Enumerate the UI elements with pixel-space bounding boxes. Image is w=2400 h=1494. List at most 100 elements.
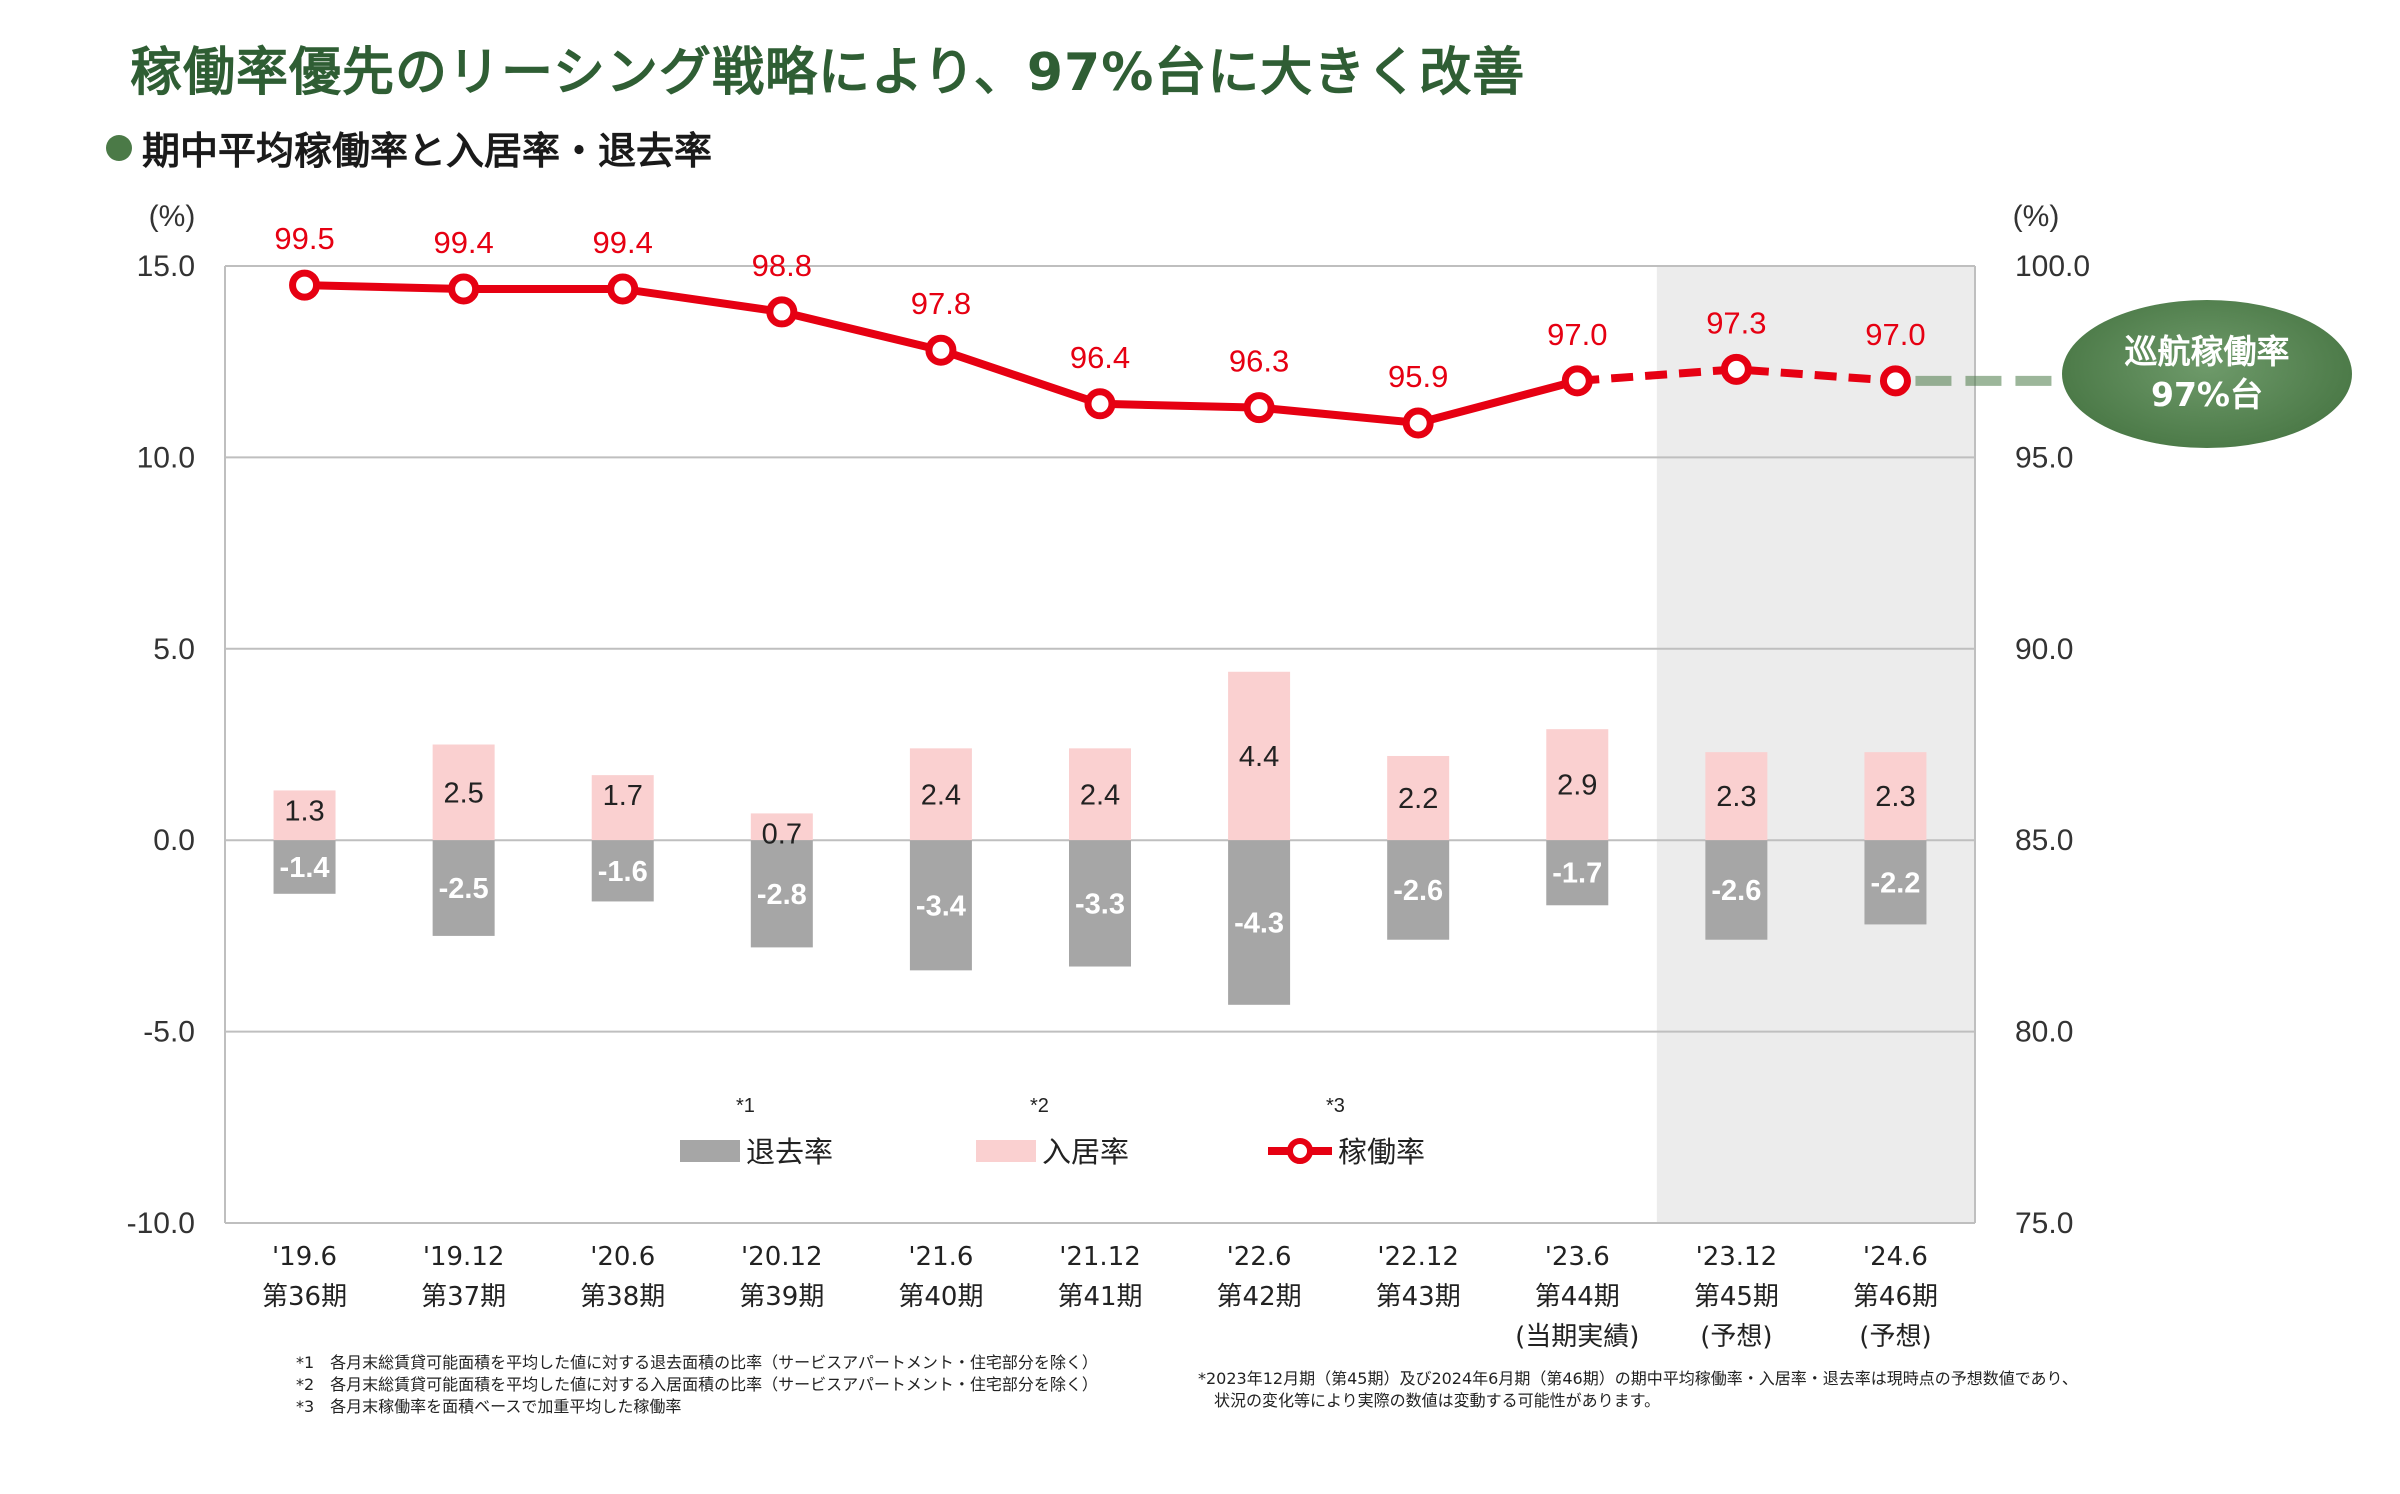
footnotes-left: *1 各月末総賃貸可能面積を平均した値に対する退去面積の比率（サービスアパートメ… bbox=[296, 1352, 1098, 1418]
in-bar bbox=[1387, 755, 1450, 841]
legend-swatch-in bbox=[976, 1140, 1036, 1162]
rate-point bbox=[1084, 388, 1116, 420]
y-left-tick-label: 10.0 bbox=[137, 441, 195, 474]
out-bar bbox=[1546, 840, 1609, 906]
x-tick-label: '19.6 bbox=[272, 1242, 337, 1272]
out-bar-label: -3.4 bbox=[916, 890, 966, 922]
out-bar bbox=[591, 840, 654, 902]
y-right-tick-label: 85.0 bbox=[2015, 824, 2073, 857]
rate-label: 97.0 bbox=[1865, 317, 1925, 352]
in-bar-label: 2.3 bbox=[1716, 781, 1756, 813]
y-right-tick-label: 75.0 bbox=[2015, 1207, 2073, 1240]
x-tick-label: '19.12 bbox=[423, 1242, 505, 1272]
legend-label-in: 入居率 bbox=[1042, 1135, 1129, 1169]
legend-swatch-rate-point bbox=[1287, 1138, 1313, 1164]
x-tick-label: '21.6 bbox=[908, 1242, 973, 1272]
footnotes-right: *2023年12月期（第45期）及び2024年6月期（第46期）の期中平均稼働率… bbox=[1198, 1368, 2078, 1412]
y-right-tick-label: 95.0 bbox=[2015, 441, 2073, 474]
rate-label: 97.8 bbox=[911, 286, 971, 321]
in-bar bbox=[1864, 752, 1927, 841]
y-right-tick-label: 80.0 bbox=[2015, 1016, 2073, 1049]
x-tick-label: '23.6 bbox=[1545, 1242, 1610, 1272]
footnote: 状況の変化等により実際の数値は変動する可能性があります。 bbox=[1198, 1391, 1661, 1410]
out-bar bbox=[1387, 840, 1450, 940]
rate-point bbox=[607, 273, 639, 305]
out-bar-label: -2.6 bbox=[1711, 875, 1761, 907]
axes: 15.0 100.0 10.0 95.0 5.0 90.0 0.0 85.0 -5.0 80.0 -… bbox=[127, 200, 2090, 1352]
out-bar-label: -2.2 bbox=[1870, 867, 1920, 899]
legend-label-rate: 稼働率 bbox=[1338, 1135, 1425, 1169]
x-tick-note: (予想) bbox=[1700, 1322, 1772, 1352]
rate-point bbox=[1243, 392, 1275, 424]
forecast-background bbox=[1656, 266, 1975, 1223]
chart-subtitle-text: 期中平均稼働率と入居率・退去率 bbox=[142, 129, 713, 173]
y-right-tick-label: 90.0 bbox=[2015, 633, 2073, 666]
in-bar bbox=[1069, 748, 1131, 841]
out-bar-label: -2.6 bbox=[1393, 875, 1443, 907]
rate-label: 96.4 bbox=[1070, 340, 1130, 375]
out-bar bbox=[1069, 840, 1131, 967]
y-left-tick-label: 0.0 bbox=[153, 824, 195, 857]
chart-subtitle: 期中平均稼働率と入居率・退去率 bbox=[106, 120, 712, 175]
y-left-tick-label: -10.0 bbox=[127, 1207, 195, 1240]
in-bar bbox=[432, 744, 495, 841]
in-bar bbox=[591, 775, 654, 841]
page-title: 稼働率優先のリーシング戦略により、97%台に大きく改善 bbox=[130, 43, 1526, 103]
x-tick-label: '24.6 bbox=[1863, 1242, 1928, 1272]
rate-label: 95.9 bbox=[1388, 359, 1448, 394]
rate-label: 96.3 bbox=[1229, 344, 1289, 379]
out-bar bbox=[1705, 840, 1768, 940]
bars bbox=[273, 671, 1927, 1005]
x-tick-sublabel: 第36期 bbox=[262, 1282, 347, 1312]
in-bar-label: 1.7 bbox=[603, 780, 643, 812]
x-tick-label: '20.6 bbox=[590, 1242, 655, 1272]
x-tick-note: (予想) bbox=[1859, 1322, 1931, 1352]
x-tick-label: '22.12 bbox=[1377, 1242, 1459, 1272]
rate-point bbox=[289, 269, 321, 301]
out-bar bbox=[432, 840, 495, 936]
legend-note-in: *2 bbox=[1030, 1095, 1049, 1117]
forecast-region bbox=[1656, 266, 1975, 1223]
out-bar-label: -1.7 bbox=[1552, 858, 1602, 890]
x-tick-sublabel: 第40期 bbox=[898, 1282, 983, 1312]
legend-note-rate: *3 bbox=[1326, 1095, 1345, 1117]
cruise-occupancy-badge: 巡航稼働率 97%台 bbox=[2062, 300, 2352, 448]
footnote: *2 各月末総賃貸可能面積を平均した値に対する入居面積の比率（サービスアパートメ… bbox=[296, 1375, 1098, 1394]
rate-label: 99.4 bbox=[593, 225, 653, 260]
y-left-tick-label: 5.0 bbox=[153, 633, 195, 666]
legend: 退去率 *1 入居率 *2 稼働率 *3 bbox=[680, 1095, 1425, 1169]
out-bar bbox=[1228, 840, 1291, 1005]
x-tick-sublabel: 第43期 bbox=[1376, 1282, 1461, 1312]
out-bar-label: -3.3 bbox=[1075, 888, 1125, 920]
in-bar-label: 2.5 bbox=[443, 777, 483, 809]
rate-label: 98.8 bbox=[752, 248, 812, 283]
y-right-tick-label: 100.0 bbox=[2015, 250, 2090, 283]
in-bar-label: 2.4 bbox=[1080, 779, 1120, 811]
rate-point bbox=[1720, 353, 1752, 385]
rate-label: 99.4 bbox=[433, 225, 493, 260]
x-tick-label: '22.6 bbox=[1227, 1242, 1292, 1272]
y-left-tick-label: 15.0 bbox=[137, 250, 195, 283]
in-bar-label: 1.3 bbox=[284, 795, 324, 827]
data-labels: 1.3 2.5 1.7 0.7 2.4 2.4 4.4 2.2 2.9 2.3 2.3 -1.4 -2.… bbox=[274, 221, 1925, 939]
rate-point bbox=[925, 334, 957, 366]
rate-label: 97.0 bbox=[1547, 317, 1607, 352]
y-right-unit: (%) bbox=[2013, 200, 2060, 233]
rate-line bbox=[289, 269, 2068, 439]
in-bar-label: 0.7 bbox=[762, 818, 802, 850]
in-bar bbox=[1228, 671, 1291, 841]
rate-point bbox=[1879, 365, 1911, 397]
x-tick-sublabel: 第46期 bbox=[1853, 1282, 1938, 1312]
x-tick-sublabel: 第37期 bbox=[421, 1282, 506, 1312]
x-tick-sublabel: 第44期 bbox=[1535, 1282, 1620, 1312]
x-tick-sublabel: 第39期 bbox=[739, 1282, 824, 1312]
rate-line-forecast bbox=[1576, 365, 1896, 385]
rate-label: 99.5 bbox=[274, 221, 334, 256]
footnote: *3 各月末稼働率を面積ベースで加重平均した稼働率 bbox=[296, 1397, 682, 1416]
x-tick-label: '20.12 bbox=[741, 1242, 823, 1272]
x-tick-note: (当期実績) bbox=[1515, 1322, 1639, 1352]
in-bar bbox=[750, 813, 813, 841]
bullet-icon bbox=[106, 134, 132, 161]
in-bar-label: 2.3 bbox=[1875, 781, 1915, 813]
